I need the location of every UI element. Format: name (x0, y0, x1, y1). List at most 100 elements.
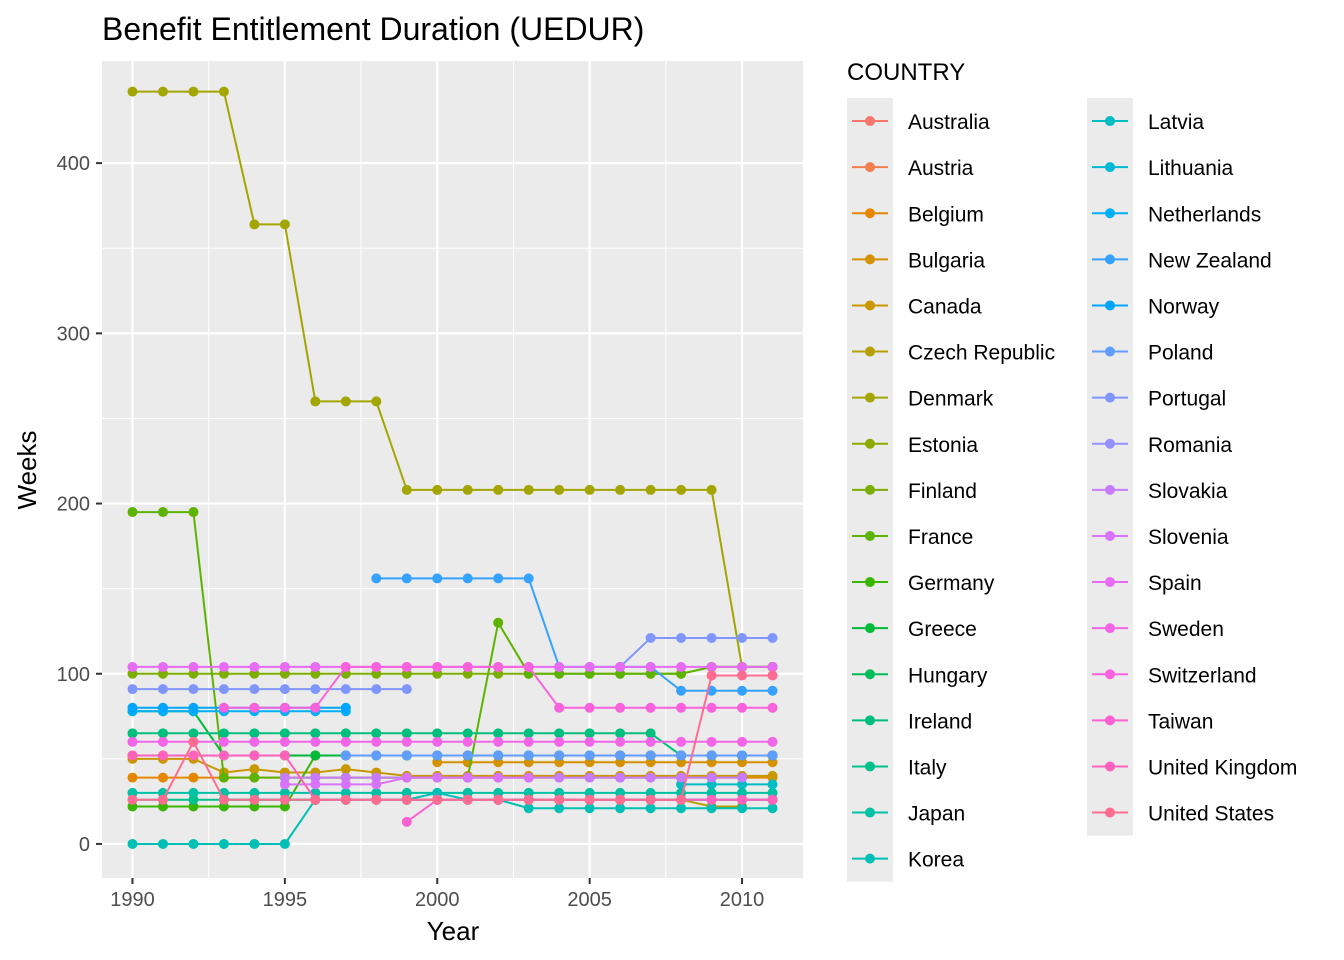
data-point (249, 736, 260, 747)
data-point (676, 685, 687, 696)
legend-label: Canada (908, 295, 982, 318)
data-point (676, 736, 687, 747)
y-tick-label: 0 (79, 834, 90, 856)
legend-item: Spain (1092, 572, 1202, 595)
data-point (615, 750, 626, 761)
legend-label: France (908, 526, 973, 549)
data-point (401, 816, 412, 827)
data-point (249, 661, 260, 672)
legend-label: Denmark (908, 388, 994, 411)
data-point (279, 838, 290, 849)
legend-label: New Zealand (1148, 249, 1272, 272)
data-point (584, 803, 595, 814)
data-point (706, 670, 717, 681)
legend-label: Romania (1148, 434, 1232, 457)
data-point (767, 750, 778, 761)
data-point (737, 702, 748, 713)
data-point (279, 702, 290, 713)
legend-label: Germany (908, 572, 995, 595)
data-point (706, 794, 717, 805)
data-point (249, 728, 260, 739)
data-point (737, 803, 748, 814)
legend-key-point (865, 438, 875, 449)
legend-item: Germany (852, 572, 995, 595)
legend-label: Netherlands (1148, 203, 1261, 226)
data-point (188, 684, 199, 695)
data-point (554, 750, 565, 761)
data-point (706, 736, 717, 747)
legend-key-point (865, 484, 875, 495)
legend-item: Bulgaria (852, 249, 985, 272)
data-point (523, 803, 534, 814)
legend-key-point (865, 577, 875, 588)
data-point (676, 702, 687, 713)
data-point (157, 684, 168, 695)
legend-key-point (865, 254, 875, 265)
y-tick-label: 200 (57, 494, 90, 516)
data-point (523, 573, 534, 584)
legend-label: Korea (908, 849, 964, 872)
legend-key-point (1105, 761, 1115, 772)
data-point (340, 728, 351, 739)
legend-item: Latvia (1092, 111, 1204, 134)
data-point (340, 661, 351, 672)
legend-label: Latvia (1148, 111, 1204, 134)
data-point (127, 86, 138, 97)
legend-item: Sweden (1092, 618, 1224, 641)
data-point (371, 750, 382, 761)
legend-label: United Kingdom (1148, 756, 1297, 779)
legend-key-point (1105, 300, 1115, 311)
legend-label: Belgium (908, 203, 984, 226)
legend-key-point (865, 208, 875, 219)
legend-key-point (1105, 116, 1115, 127)
data-point (615, 661, 626, 672)
data-point (432, 573, 443, 584)
legend-key-point (865, 116, 875, 127)
legend-key-point (865, 392, 875, 403)
x-tick-label: 1995 (263, 889, 308, 911)
x-tick-label: 2000 (415, 889, 460, 911)
data-point (645, 736, 656, 747)
data-point (157, 86, 168, 97)
data-point (676, 484, 687, 495)
legend-label: Ireland (908, 710, 972, 733)
data-point (767, 736, 778, 747)
legend-item: Greece (852, 618, 977, 641)
legend-item: Taiwan (1092, 710, 1213, 733)
data-point (554, 661, 565, 672)
data-point (432, 736, 443, 747)
data-point (249, 794, 260, 805)
data-point (249, 219, 260, 230)
data-point (310, 750, 321, 761)
legend-item: Slovenia (1092, 526, 1229, 549)
legend-key-point (1105, 577, 1115, 588)
legend-label: Norway (1148, 295, 1220, 318)
legend-item: Estonia (852, 434, 978, 457)
legend-label: Sweden (1148, 618, 1224, 641)
data-point (157, 794, 168, 805)
data-point (584, 661, 595, 672)
data-point (310, 728, 321, 739)
data-point (249, 702, 260, 713)
legend-key-point (1105, 623, 1115, 634)
y-tick-label: 100 (57, 664, 90, 686)
legend-key-point (865, 669, 875, 680)
series-line (132, 674, 773, 801)
data-point (188, 736, 199, 747)
data-point (767, 803, 778, 814)
legend-label: Hungary (908, 664, 988, 687)
data-point (493, 736, 504, 747)
data-point (493, 617, 504, 628)
data-point (523, 750, 534, 761)
data-point (737, 750, 748, 761)
data-point (310, 661, 321, 672)
data-point (340, 779, 351, 790)
data-point (493, 728, 504, 739)
data-point (371, 736, 382, 747)
data-point (767, 794, 778, 805)
data-point (371, 684, 382, 695)
legend-key-point (1105, 669, 1115, 680)
y-tick-label: 300 (57, 323, 90, 345)
data-point (462, 736, 473, 747)
data-point (737, 670, 748, 681)
